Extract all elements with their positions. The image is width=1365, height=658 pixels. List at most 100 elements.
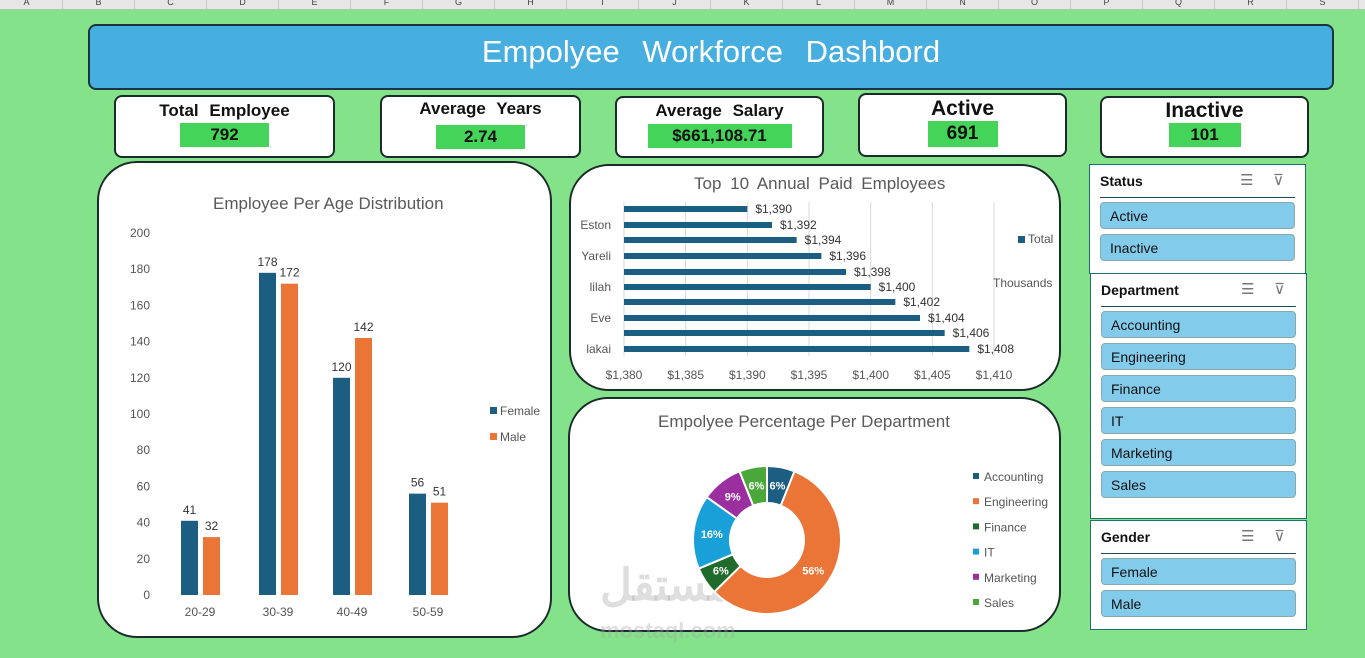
column-header[interactable]: I — [567, 0, 639, 9]
column-header[interactable]: E — [279, 0, 351, 9]
column-header[interactable]: N — [927, 0, 999, 9]
legend-swatch — [973, 473, 979, 479]
divider — [1100, 197, 1295, 198]
kpi-total-employee: Total Employee 792 — [114, 95, 335, 158]
column-header[interactable]: O — [999, 0, 1071, 9]
slicer-item[interactable]: Finance — [1101, 375, 1296, 402]
data-label: 142 — [353, 320, 373, 334]
clear-filter-icon[interactable]: ⊽ — [1274, 528, 1285, 545]
data-label: 41 — [183, 503, 197, 517]
legend-label: Engineering — [984, 495, 1048, 509]
top-paid-panel — [569, 164, 1061, 391]
data-label: $1,400 — [879, 280, 916, 294]
donut-slice-sales — [738, 464, 768, 507]
x-tick-label: $1,405 — [914, 368, 951, 382]
bar — [624, 206, 748, 212]
column-header[interactable]: Q — [1143, 0, 1215, 9]
multi-select-icon[interactable]: ☰ — [1241, 281, 1255, 298]
slicer-item[interactable]: Sales — [1101, 471, 1296, 498]
kpi-value: 101 — [1168, 123, 1241, 147]
x-tick-label: $1,395 — [791, 368, 828, 382]
chart-title: Empolyee Percentage Per Department — [658, 412, 950, 431]
clear-filter-icon[interactable]: ⊽ — [1274, 281, 1285, 298]
column-header[interactable]: F — [351, 0, 423, 9]
column-header[interactable]: A — [0, 0, 63, 9]
kpi-active: Active 691 — [858, 93, 1067, 157]
column-header[interactable]: S — [1287, 0, 1359, 9]
data-label: $1,390 — [755, 202, 792, 216]
data-label: 51 — [433, 485, 447, 499]
bar-male — [355, 337, 372, 595]
kpi-value: $661,108.71 — [647, 124, 792, 148]
column-header[interactable]: K — [711, 0, 783, 9]
slicer-item[interactable]: Engineering — [1101, 343, 1296, 370]
legend-label: Male — [500, 430, 526, 444]
bar-female — [181, 520, 198, 595]
column-header[interactable]: G — [423, 0, 495, 9]
slicer-status: Status ☰ ⊽ Active Inactive — [1089, 164, 1306, 274]
axis-unit-label: Thousands — [993, 276, 1052, 290]
y-tick-label: 200 — [130, 226, 150, 240]
legend-swatch — [973, 498, 979, 505]
y-tick-label: lilah — [590, 280, 611, 294]
slicer-title: Status — [1100, 173, 1143, 189]
legend-label: Finance — [984, 520, 1027, 534]
divider — [1101, 553, 1296, 554]
slicer-item[interactable]: Inactive — [1100, 234, 1295, 261]
slicer-item[interactable]: Male — [1101, 590, 1296, 617]
watermark-text: mostaql.com — [600, 618, 736, 643]
bar — [624, 346, 970, 352]
kpi-average-salary: Average Salary $661,108.71 — [615, 96, 824, 158]
column-header[interactable]: M — [855, 0, 927, 9]
column-header[interactable]: C — [135, 0, 207, 9]
column-header[interactable]: L — [783, 0, 855, 9]
x-tick-label: $1,390 — [729, 368, 766, 382]
data-label: 178 — [257, 255, 277, 269]
y-tick-label: 40 — [137, 516, 151, 530]
slicer-item[interactable]: Accounting — [1101, 311, 1296, 338]
column-header[interactable]: D — [207, 0, 279, 9]
y-tick-label: 160 — [130, 298, 150, 312]
kpi-label: Average Salary — [655, 101, 784, 120]
data-label: $1,406 — [953, 326, 990, 340]
multi-select-icon[interactable]: ☰ — [1241, 528, 1255, 545]
column-header[interactable]: P — [1071, 0, 1143, 9]
data-label: 120 — [331, 360, 351, 374]
bar — [624, 237, 797, 243]
bar-male — [203, 537, 220, 595]
data-label: 16% — [701, 529, 723, 541]
slicer-item[interactable]: Marketing — [1101, 439, 1296, 466]
kpi-label: Average Years — [419, 99, 542, 118]
legend-label: Accounting — [984, 470, 1043, 484]
column-header[interactable]: H — [495, 0, 567, 9]
column-header[interactable]: J — [639, 0, 711, 9]
bar-female — [333, 377, 350, 595]
bar — [624, 330, 945, 336]
x-tick-label: 30-39 — [263, 605, 294, 619]
kpi-value: 691 — [927, 121, 998, 147]
bar-female — [259, 272, 276, 595]
legend-swatch — [1018, 236, 1025, 243]
slicer-title: Gender — [1101, 529, 1151, 545]
clear-filter-icon[interactable]: ⊽ — [1273, 172, 1284, 189]
bar — [624, 315, 920, 321]
slicer-item[interactable]: Female — [1101, 558, 1296, 585]
slicer-department: Department ☰ ⊽ Accounting Engineering Fina… — [1090, 273, 1307, 519]
slicer-item[interactable]: Active — [1100, 202, 1295, 229]
chart-title: Top 10 Annual Paid Employees — [694, 174, 946, 193]
slicer-item[interactable]: IT — [1101, 407, 1296, 434]
data-label: $1,396 — [829, 249, 866, 263]
y-tick-label: 80 — [137, 443, 151, 457]
data-label: 6% — [713, 566, 729, 578]
legend-swatch — [490, 433, 497, 440]
legend-label: Sales — [984, 596, 1014, 610]
kpi-value: 792 — [180, 123, 269, 147]
data-label: $1,404 — [928, 311, 965, 325]
column-header[interactable]: R — [1215, 0, 1287, 9]
legend-label: Marketing — [984, 571, 1037, 585]
y-tick-label: 120 — [130, 371, 150, 385]
multi-select-icon[interactable]: ☰ — [1240, 172, 1254, 189]
legend-label: IT — [984, 546, 995, 560]
column-header[interactable]: B — [63, 0, 135, 9]
